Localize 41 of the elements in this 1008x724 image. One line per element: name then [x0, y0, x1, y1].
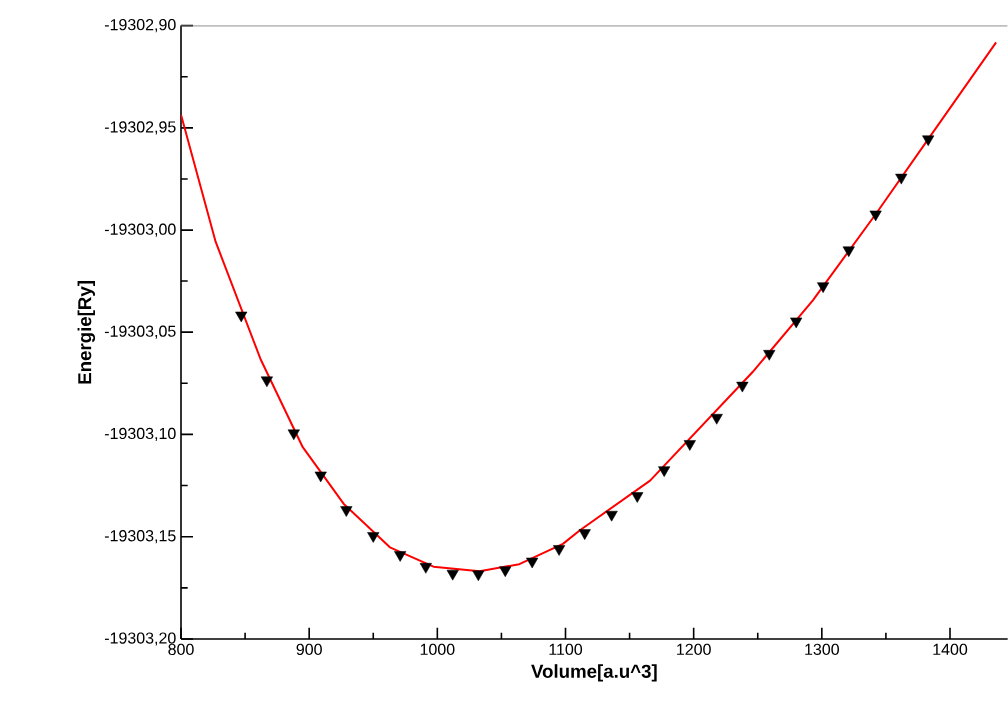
point: [763, 350, 776, 361]
x-tick-label: 1300: [805, 643, 839, 656]
point: [817, 282, 830, 293]
y-tick-label: -19303,10: [104, 427, 176, 442]
point: [499, 566, 512, 578]
y-tick-label: -19302,90: [104, 18, 176, 33]
point: [710, 413, 723, 425]
y-tick-label: -19303,05: [104, 325, 176, 339]
point: [260, 376, 273, 388]
point: [578, 529, 591, 540]
y-tick-label: -19303,00: [104, 223, 176, 237]
point: [340, 506, 353, 517]
point: [605, 510, 618, 522]
x-axis-title: Volume[a.u^3]: [531, 664, 657, 682]
point: [869, 210, 882, 222]
x-tick-label: 1400: [933, 643, 968, 656]
point: [922, 135, 935, 147]
point: [419, 563, 432, 574]
x-tick-label: 1200: [677, 643, 711, 656]
point: [736, 381, 749, 393]
y-tick-label: -19302,95: [104, 121, 176, 135]
point: [472, 570, 485, 582]
point: [526, 557, 539, 569]
y-axis-title: Energie[Ry]: [77, 281, 96, 384]
point: [394, 551, 407, 562]
point: [314, 471, 327, 483]
x-tick-label: 1000: [420, 643, 455, 656]
point: [631, 492, 644, 503]
point: [683, 440, 696, 451]
point: [287, 429, 300, 441]
point: [895, 173, 908, 185]
point: [790, 317, 803, 329]
x-tick-label: 900: [296, 643, 322, 656]
point: [553, 545, 566, 556]
point: [235, 311, 248, 323]
point: [658, 466, 671, 477]
point: [446, 569, 459, 581]
x-tick-label: 1100: [549, 643, 583, 656]
point: [842, 246, 855, 258]
y-tick-label: -19303,15: [104, 530, 176, 544]
point: [367, 532, 380, 543]
